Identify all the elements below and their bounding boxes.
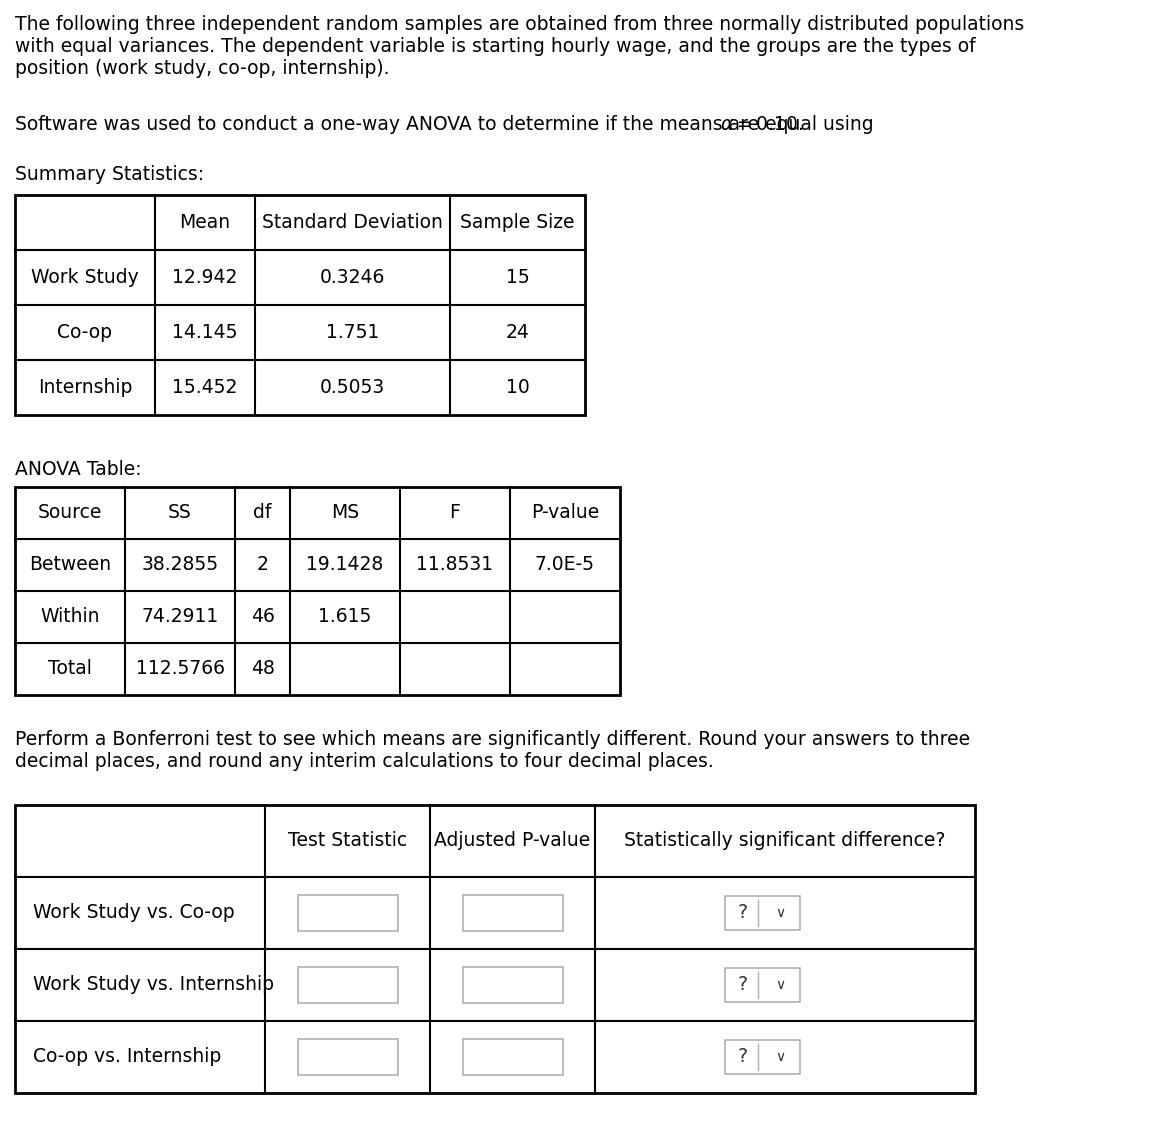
Text: $\alpha = 0.10.$: $\alpha = 0.10.$ [720,115,803,134]
Text: 74.2911: 74.2911 [141,608,218,626]
Text: 14.145: 14.145 [172,323,238,342]
Text: 1.615: 1.615 [319,608,371,626]
Text: 48: 48 [251,660,275,678]
Text: Perform a Bonferroni test to see which means are significantly different. Round : Perform a Bonferroni test to see which m… [15,730,971,771]
Text: 15.452: 15.452 [172,378,238,396]
Bar [298,1039,398,1075]
Text: 2: 2 [256,556,268,575]
Text: ∨: ∨ [775,907,785,920]
Text: 1.751: 1.751 [325,323,380,342]
Text: ?: ? [738,903,748,922]
Text: df: df [253,503,271,523]
Text: 0.3246: 0.3246 [320,268,385,287]
Text: Adjusted P-value: Adjusted P-value [435,832,591,851]
Bar [462,895,562,932]
Bar [462,967,562,1003]
Text: Work Study vs. Co-op: Work Study vs. Co-op [33,903,235,922]
Text: Total: Total [48,660,92,678]
Text: Within: Within [40,608,100,626]
Bar [15,195,585,415]
Text: 19.1428: 19.1428 [306,556,384,575]
Text: ∨: ∨ [775,978,785,992]
Text: 38.2855: 38.2855 [141,556,218,575]
Text: F: F [450,503,460,523]
Bar [724,896,800,930]
Bar [462,1039,562,1075]
Text: Statistically significant difference?: Statistically significant difference? [624,832,945,851]
Text: Sample Size: Sample Size [460,214,575,232]
Text: P-value: P-value [531,503,599,523]
Text: Test Statistic: Test Statistic [288,832,407,851]
Text: 12.942: 12.942 [172,268,238,287]
Text: Summary Statistics:: Summary Statistics: [15,165,205,184]
Bar [724,968,800,1002]
Text: Internship: Internship [38,378,132,396]
Text: ?: ? [738,1047,748,1067]
Bar [298,895,398,932]
Text: The following three independent random samples are obtained from three normally : The following three independent random s… [15,15,1025,78]
Text: SS: SS [168,503,192,523]
Text: MS: MS [331,503,359,523]
Text: Software was used to conduct a one-way ANOVA to determine if the means are equal: Software was used to conduct a one-way A… [15,115,880,134]
Text: 0.5053: 0.5053 [320,378,385,396]
Text: 24: 24 [506,323,529,342]
Text: Co-op vs. Internship: Co-op vs. Internship [33,1047,221,1067]
Bar [15,805,975,1093]
Text: 15: 15 [506,268,529,287]
Text: ∨: ∨ [775,1050,785,1064]
Text: ANOVA Table:: ANOVA Table: [15,460,141,479]
Bar [298,967,398,1003]
Text: Work Study: Work Study [31,268,139,287]
Text: Between: Between [29,556,112,575]
Text: 7.0E-5: 7.0E-5 [535,556,595,575]
Text: 112.5766: 112.5766 [136,660,224,678]
Text: Source: Source [38,503,102,523]
Text: Co-op: Co-op [58,323,113,342]
Bar [15,487,620,695]
Text: Mean: Mean [179,214,230,232]
Text: Work Study vs. Internship: Work Study vs. Internship [33,976,274,994]
Text: Standard Deviation: Standard Deviation [262,214,443,232]
Bar [724,1039,800,1074]
Text: 46: 46 [251,608,275,626]
Text: 10: 10 [506,378,529,396]
Text: ?: ? [738,976,748,994]
Text: 11.8531: 11.8531 [416,556,493,575]
